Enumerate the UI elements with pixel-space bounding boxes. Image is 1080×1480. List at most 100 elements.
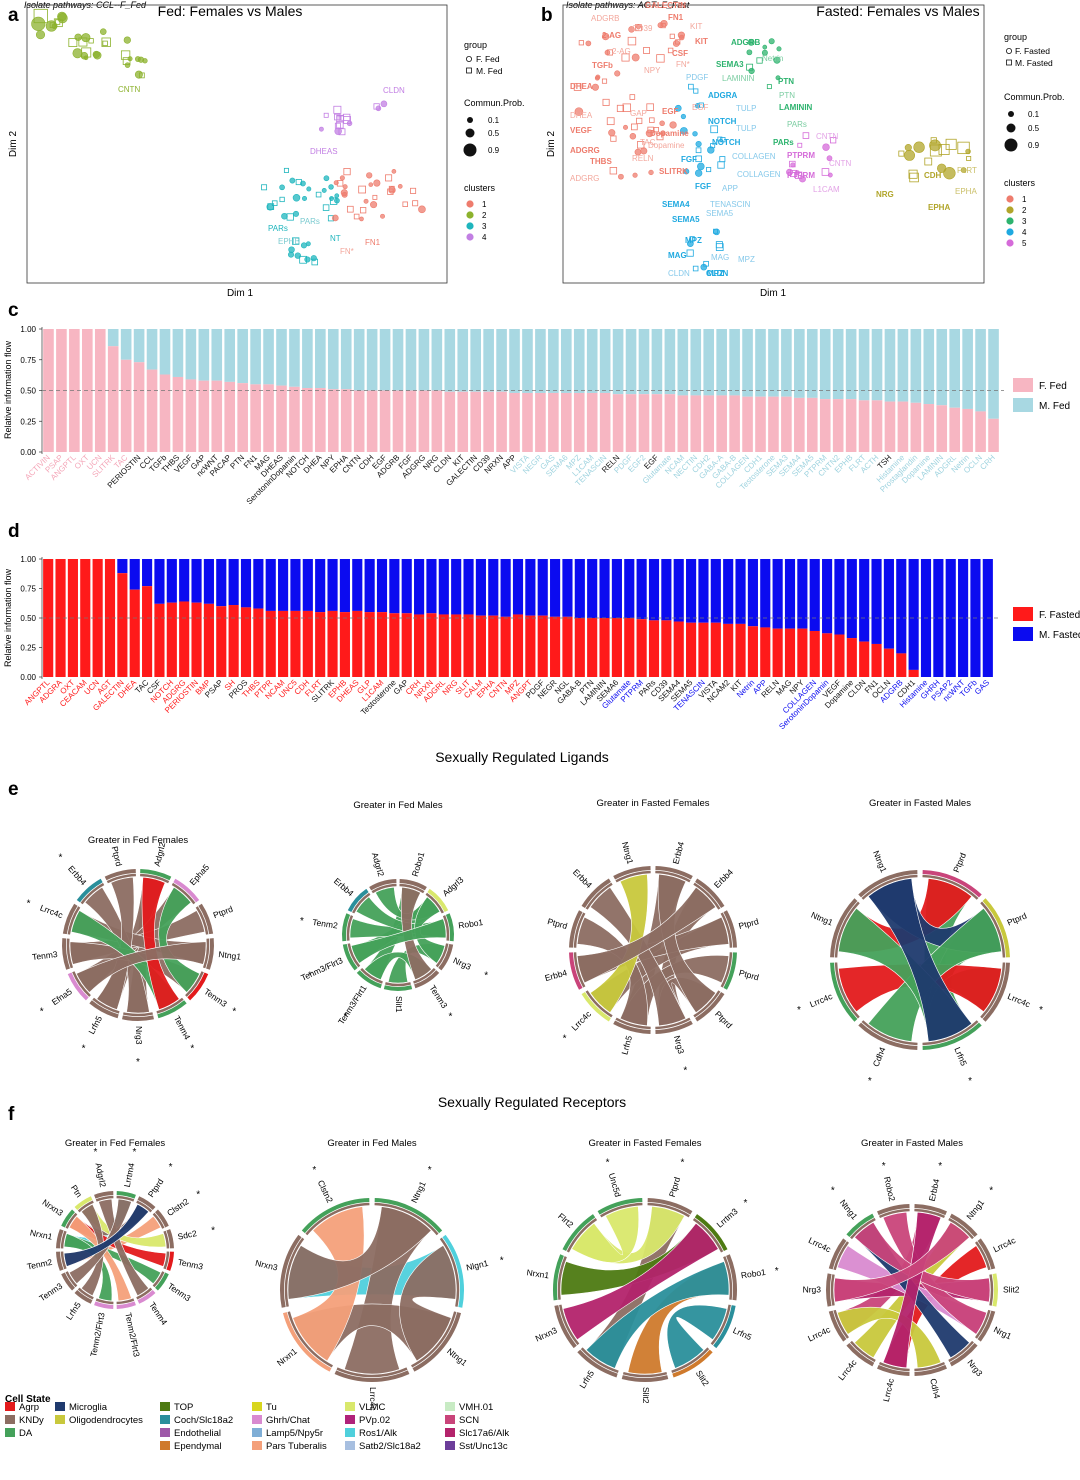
bar-f-EPHB — [845, 399, 857, 452]
bar-m-PTPR — [265, 559, 276, 611]
b-point-label: CD39 — [632, 24, 653, 33]
chord-arc — [846, 1342, 875, 1367]
cell-state-legend: Cell State Agrp KNDy DA Microglia Oligodendr… — [5, 1394, 509, 1452]
chord-arc-inner — [710, 1304, 731, 1346]
bar-f-RELN — [772, 628, 783, 677]
bar-f-ADGRB — [392, 390, 404, 452]
b-point-label: PARs — [773, 138, 794, 147]
bar-f-CNTN — [353, 390, 365, 452]
panel-a: a Isolate pathways: CCL--F_Fed Fed: Fema… — [8, 0, 525, 299]
chord-arc-inner — [850, 1340, 876, 1363]
significance-star: * — [775, 1266, 779, 1277]
bar-m-ncWNT — [958, 559, 969, 677]
chord-node-label: Ptprd — [110, 845, 125, 867]
bar-m-NEGR — [535, 329, 546, 393]
b-point-label: CNTN — [816, 132, 838, 141]
bar-f-PTPRM — [636, 619, 647, 677]
scatter-point — [292, 237, 300, 245]
significance-star: * — [196, 1189, 200, 1200]
chord-node-label: Nrxn3 — [41, 1197, 66, 1218]
bar-f-LAMININ — [936, 405, 948, 452]
bar-m-APP — [509, 329, 520, 393]
c-legend-m: M. Fed — [1039, 401, 1070, 412]
bar-m-CDH2 — [703, 329, 715, 396]
chord-node-label: Erbb4 — [670, 840, 686, 865]
significance-star: * — [448, 1012, 452, 1023]
b-point-label: DHEA — [570, 82, 593, 91]
panel-e: Sexually Regulated Ligands e Greater in … — [8, 749, 1043, 1087]
chord-ribbon — [867, 878, 973, 1042]
bar-m-PROS — [240, 559, 252, 608]
bar-m-Prostaglandin — [910, 329, 922, 403]
cell-state-swatch — [345, 1441, 355, 1450]
scatter-point — [616, 104, 625, 113]
bar-f-ANGPTL — [69, 329, 80, 452]
chord-arc-inner — [65, 1271, 78, 1288]
bar-f-SEMA5 — [686, 622, 697, 677]
chord-node-label: Flrt2 — [556, 1211, 576, 1230]
cluster-swatch-3 — [466, 222, 474, 230]
b-legend-clusters: 1 2 3 4 5 — [1006, 195, 1027, 248]
chord-arc-inner — [922, 1020, 979, 1046]
b-point-label: SEMA4 — [662, 200, 690, 209]
b-legend-prob-2: 0.9 — [1028, 141, 1040, 150]
scatter-point — [720, 137, 726, 143]
scatter-point — [904, 149, 915, 161]
significance-star: * — [989, 1186, 993, 1197]
chord-arc — [647, 1198, 693, 1215]
panel-c-legend: F. Fed M. Fed — [1013, 378, 1070, 412]
bar-f-GAS — [548, 392, 559, 452]
bar-m-CALM — [475, 559, 486, 616]
scatter-point — [943, 166, 956, 180]
scatter-point — [826, 155, 833, 162]
bar-m-SEMA6 — [561, 329, 572, 393]
bar-m-THBS — [172, 329, 184, 377]
chord-title: Greater in Fed Females — [88, 835, 189, 846]
scatter-point — [965, 148, 971, 155]
chord-arc-inner — [116, 1195, 135, 1202]
b-point-label: TULP — [736, 124, 756, 133]
chord-node-label: Lrrc4c — [806, 1324, 832, 1344]
panel-c-axis: 0.00 0.25 0.50 0.75 1.00 — [20, 325, 43, 457]
panel-e-letter: e — [8, 779, 19, 800]
chord-ribbon — [666, 1304, 728, 1369]
significance-star: * — [40, 1006, 44, 1017]
cell-state-label: Slc17a6/Alk — [459, 1428, 509, 1439]
panel-d-axis: 0.00 0.25 0.50 0.75 1.00 — [20, 555, 43, 682]
bar-f-GAP — [198, 380, 210, 452]
a-label-cntn: CNTN — [118, 85, 140, 94]
b-legend-cluster-title: clusters — [1004, 178, 1036, 188]
cluster-swatch-1 — [1006, 195, 1014, 203]
d-legend-swatch-m — [1013, 627, 1033, 641]
bar-f-NPY — [797, 628, 808, 677]
cell-state-swatch — [5, 1428, 15, 1437]
chord-arc — [922, 870, 982, 898]
bar-f-SEMA6 — [561, 392, 572, 452]
b-point-label: ADGRB — [591, 14, 619, 23]
scatter-point — [305, 241, 311, 247]
bar-m-VISTA — [710, 559, 721, 623]
b-point-label: SLITRK — [659, 167, 688, 176]
cell-state-label: PVp.02 — [359, 1415, 390, 1426]
chord-arc-inner — [914, 1361, 946, 1372]
bar-m-SEMA3 — [781, 329, 792, 397]
chord-node-label: Tenm4 — [147, 1300, 170, 1327]
scatter-point — [591, 83, 599, 91]
chord-arc — [949, 1342, 978, 1367]
bar-m-SerotoninDopamin — [822, 559, 833, 634]
chord-arc-inner — [442, 915, 450, 941]
chord-arc — [157, 1000, 187, 1019]
b-point-label: APP — [722, 184, 738, 193]
panel-b-plot-frame — [562, 4, 985, 284]
bar-m-PARs — [648, 559, 660, 621]
chord-diagram: Greater in Fed FemalesAdgrl2Epha5PtprdNt… — [27, 835, 242, 1068]
scatter-point — [627, 36, 637, 46]
bar-f-PERIOSTIN — [191, 602, 202, 677]
bar-m-SLIT — [463, 559, 474, 615]
chord-arc — [672, 1349, 713, 1378]
chord-node-label: Lrrc4c — [808, 991, 834, 1010]
bar-f-OCLN — [975, 411, 986, 452]
chord-arc — [206, 938, 214, 970]
chord-arc-inner — [80, 882, 105, 905]
bar-f-MAG — [263, 384, 274, 452]
